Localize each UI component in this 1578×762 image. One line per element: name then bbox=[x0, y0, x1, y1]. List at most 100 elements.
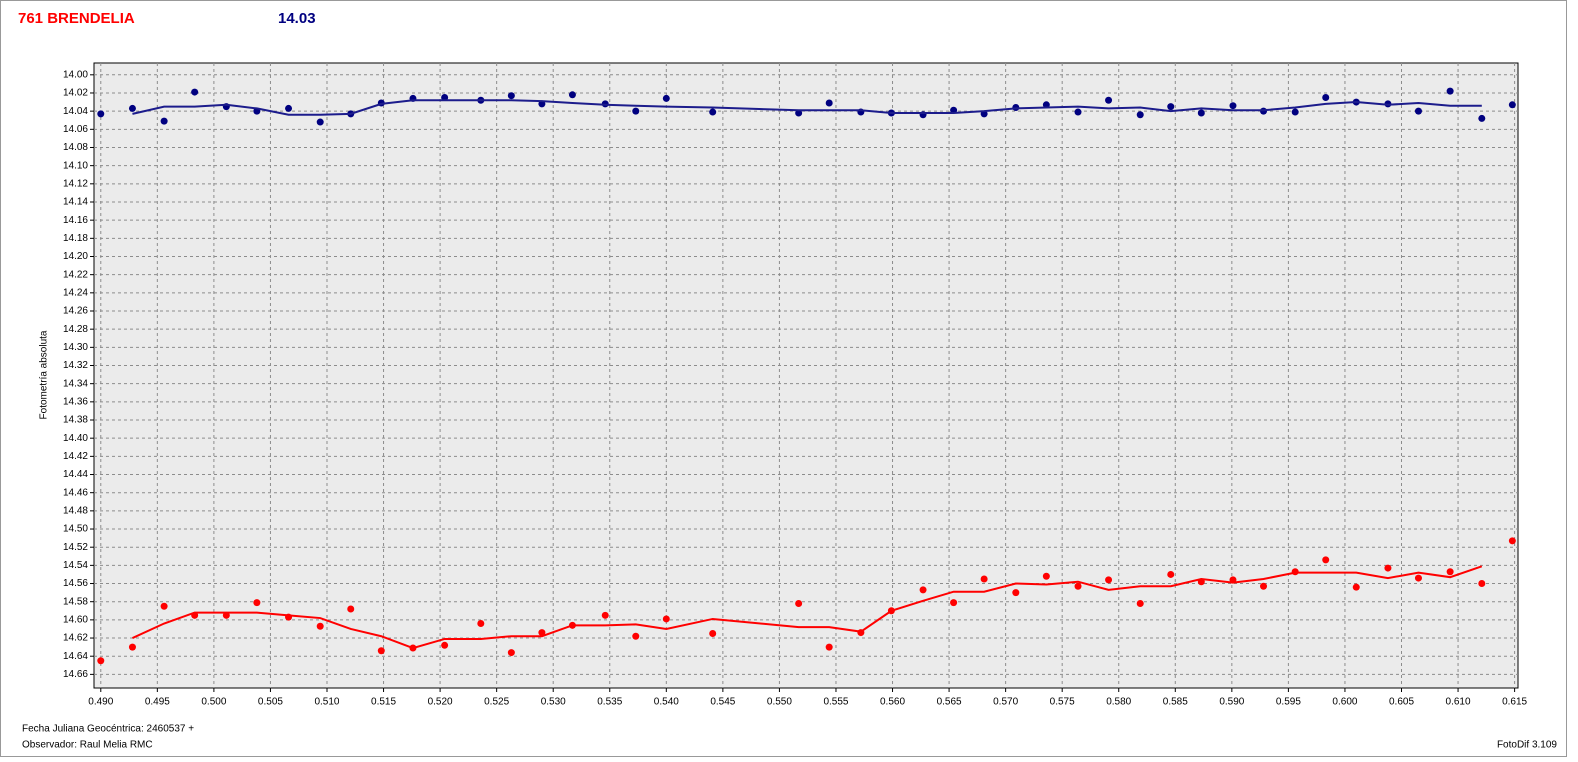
x-tick-label: 0.570 bbox=[993, 697, 1018, 708]
x-tick-label: 0.515 bbox=[371, 697, 396, 708]
y-tick-label: 14.66 bbox=[63, 669, 88, 680]
chart-title: 761 BRENDELIA bbox=[18, 10, 135, 27]
x-tick-label: 0.550 bbox=[767, 697, 792, 708]
data-point bbox=[1105, 576, 1113, 584]
data-point bbox=[316, 622, 324, 630]
data-point bbox=[1136, 600, 1144, 608]
y-axis-label: Fotometría absoluta bbox=[39, 330, 50, 419]
fit-line bbox=[132, 565, 1483, 650]
data-point bbox=[507, 92, 515, 100]
x-tick-label: 0.545 bbox=[710, 697, 735, 708]
data-point bbox=[1197, 109, 1205, 117]
y-tick-label: 14.02 bbox=[63, 88, 88, 99]
x-tick-label: 0.540 bbox=[654, 697, 679, 708]
data-point bbox=[1322, 556, 1330, 564]
data-point bbox=[1012, 589, 1020, 597]
data-point bbox=[825, 643, 833, 651]
y-tick-label: 14.48 bbox=[63, 505, 88, 516]
x-tick-label: 0.585 bbox=[1163, 697, 1188, 708]
data-point bbox=[1446, 87, 1454, 95]
data-point bbox=[980, 575, 988, 583]
data-point bbox=[709, 108, 717, 116]
data-point bbox=[477, 620, 485, 628]
x-tick-label: 0.605 bbox=[1389, 697, 1414, 708]
data-point bbox=[1291, 108, 1299, 116]
plot-area bbox=[93, 62, 1519, 689]
x-tick-label: 0.615 bbox=[1502, 697, 1527, 708]
data-point bbox=[191, 88, 199, 96]
y-tick-label: 14.34 bbox=[63, 378, 88, 389]
data-point bbox=[1042, 572, 1050, 580]
data-point bbox=[97, 110, 105, 118]
data-point bbox=[1074, 582, 1082, 590]
y-tick-label: 14.44 bbox=[63, 469, 88, 480]
x-tick-label: 0.560 bbox=[880, 697, 905, 708]
y-tick-label: 14.04 bbox=[63, 106, 88, 117]
data-point bbox=[1478, 580, 1486, 588]
chart-subtitle: 14.03 bbox=[278, 10, 316, 27]
y-tick-label: 14.08 bbox=[63, 142, 88, 153]
y-tick-label: 14.64 bbox=[63, 651, 88, 662]
y-tick-label: 14.20 bbox=[63, 251, 88, 262]
x-tick-label: 0.595 bbox=[1276, 697, 1301, 708]
data-point bbox=[1167, 570, 1175, 578]
y-tick-label: 14.52 bbox=[63, 542, 88, 553]
y-tick-label: 14.62 bbox=[63, 633, 88, 644]
y-tick-label: 14.50 bbox=[63, 524, 88, 535]
y-tick-label: 14.28 bbox=[63, 324, 88, 335]
data-point bbox=[1105, 96, 1113, 104]
y-tick-label: 14.30 bbox=[63, 342, 88, 353]
y-tick-label: 14.16 bbox=[63, 215, 88, 226]
data-point bbox=[128, 104, 136, 112]
x-tick-label: 0.590 bbox=[1219, 697, 1244, 708]
y-tick-label: 14.42 bbox=[63, 451, 88, 462]
y-tick-label: 14.58 bbox=[63, 596, 88, 607]
data-point bbox=[919, 586, 927, 594]
x-tick-label: 0.495 bbox=[145, 697, 170, 708]
data-point bbox=[795, 600, 803, 608]
data-point bbox=[1074, 108, 1082, 116]
y-tick-label: 14.54 bbox=[63, 560, 88, 571]
y-tick-label: 14.22 bbox=[63, 269, 88, 280]
footer-version: FotoDif 3.109 bbox=[1497, 740, 1557, 751]
y-tick-label: 14.10 bbox=[63, 160, 88, 171]
data-point bbox=[632, 107, 640, 115]
x-tick-label: 0.490 bbox=[88, 697, 113, 708]
x-tick-label: 0.530 bbox=[541, 697, 566, 708]
data-point bbox=[1414, 574, 1422, 582]
data-point bbox=[316, 118, 324, 126]
x-tick-label: 0.610 bbox=[1446, 697, 1471, 708]
y-tick-label: 14.00 bbox=[63, 69, 88, 80]
x-tick-label: 0.520 bbox=[428, 697, 453, 708]
data-point bbox=[662, 615, 670, 623]
data-point bbox=[347, 605, 355, 613]
x-tick-label: 0.575 bbox=[1050, 697, 1075, 708]
data-point bbox=[601, 611, 609, 619]
x-tick-label: 0.535 bbox=[597, 697, 622, 708]
data-point bbox=[950, 599, 958, 607]
y-tick-label: 14.36 bbox=[63, 396, 88, 407]
data-point bbox=[1508, 537, 1516, 545]
data-point bbox=[128, 643, 136, 651]
x-tick-label: 0.525 bbox=[484, 697, 509, 708]
y-tick-label: 14.18 bbox=[63, 233, 88, 244]
data-point bbox=[662, 94, 670, 102]
data-point bbox=[97, 657, 105, 665]
data-point bbox=[1229, 102, 1237, 110]
x-tick-label: 0.500 bbox=[201, 697, 226, 708]
data-point bbox=[1260, 582, 1268, 590]
data-point bbox=[441, 641, 449, 649]
data-point bbox=[377, 647, 385, 655]
y-tick-label: 14.40 bbox=[63, 433, 88, 444]
y-tick-label: 14.32 bbox=[63, 360, 88, 371]
data-point bbox=[709, 629, 717, 637]
data-point bbox=[538, 629, 546, 637]
x-tick-label: 0.565 bbox=[937, 697, 962, 708]
data-point bbox=[507, 649, 515, 657]
y-tick-label: 14.14 bbox=[63, 197, 88, 208]
y-tick-label: 14.60 bbox=[63, 615, 88, 626]
data-point bbox=[1322, 94, 1330, 102]
x-tick-label: 0.555 bbox=[823, 697, 848, 708]
data-point bbox=[1384, 564, 1392, 572]
